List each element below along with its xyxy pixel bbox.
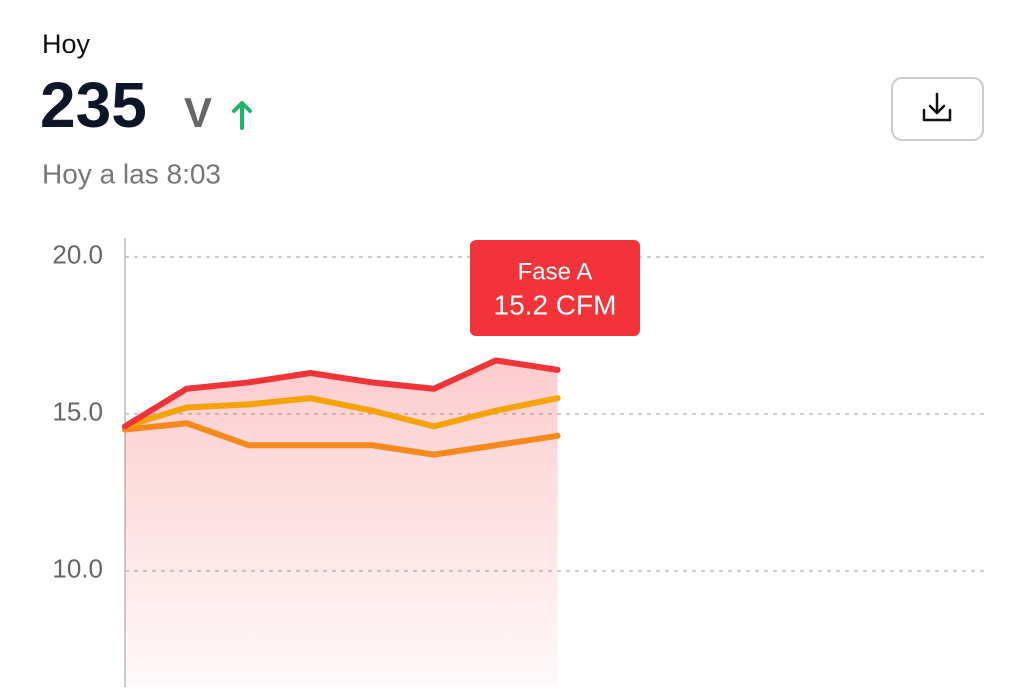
trend-up-icon — [232, 101, 252, 130]
header-title: Hoy — [42, 29, 91, 59]
y-tick-label: 10.0 — [52, 554, 103, 584]
line-series — [122, 420, 561, 458]
download-button[interactable] — [891, 77, 984, 141]
y-tick-label: 15.0 — [52, 397, 103, 427]
unit: V — [184, 89, 212, 136]
line-series — [122, 357, 561, 430]
line-series — [122, 395, 561, 430]
tooltip: Fase A 15.2 CFM — [470, 240, 640, 336]
tooltip-box — [470, 240, 640, 336]
tooltip-value: 15.2 CFM — [494, 289, 617, 320]
y-tick-label: 20.0 — [52, 240, 103, 270]
tooltip-title: Fase A — [518, 258, 593, 285]
plot: 10.0 15.0 20.0 Fase A 15.2 CFM — [52, 240, 985, 687]
current-value: 235 — [40, 69, 147, 141]
timestamp: Hoy a las 8:03 — [42, 158, 221, 189]
